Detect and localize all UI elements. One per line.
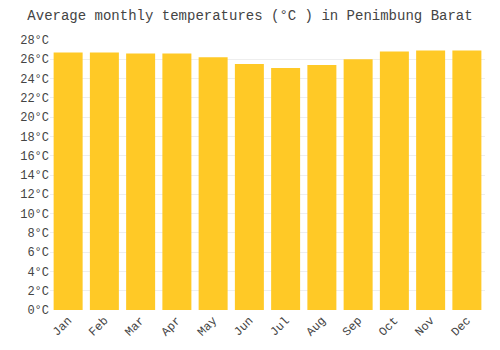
svg-text:24°C: 24°C [20,73,49,87]
svg-text:Jan: Jan [50,314,75,339]
svg-text:Oct: Oct [376,314,401,339]
svg-text:4°C: 4°C [27,266,49,280]
svg-text:Apr: Apr [159,314,184,339]
svg-text:20°C: 20°C [20,111,49,125]
svg-text:28°C: 28°C [20,34,49,48]
svg-text:6°C: 6°C [27,246,49,260]
svg-text:18°C: 18°C [20,131,49,145]
svg-text:12°C: 12°C [20,188,49,202]
svg-text:14°C: 14°C [20,169,49,183]
svg-text:Average monthly temperatures (: Average monthly temperatures (°C ) in Pe… [27,8,472,24]
svg-text:Dec: Dec [449,314,474,339]
svg-text:22°C: 22°C [20,92,49,106]
svg-text:2°C: 2°C [27,285,49,299]
svg-text:10°C: 10°C [20,208,49,222]
svg-text:16°C: 16°C [20,150,49,164]
svg-text:Jun: Jun [231,314,256,339]
svg-text:Feb: Feb [86,314,111,339]
svg-text:May: May [195,314,220,339]
svg-text:26°C: 26°C [20,53,49,67]
svg-text:Aug: Aug [304,314,329,339]
svg-text:0°C: 0°C [27,304,49,318]
svg-text:Mar: Mar [123,314,148,339]
svg-text:8°C: 8°C [27,227,49,241]
svg-text:Jul: Jul [268,314,293,339]
svg-text:Nov: Nov [413,314,438,339]
svg-text:Sep: Sep [340,314,365,339]
